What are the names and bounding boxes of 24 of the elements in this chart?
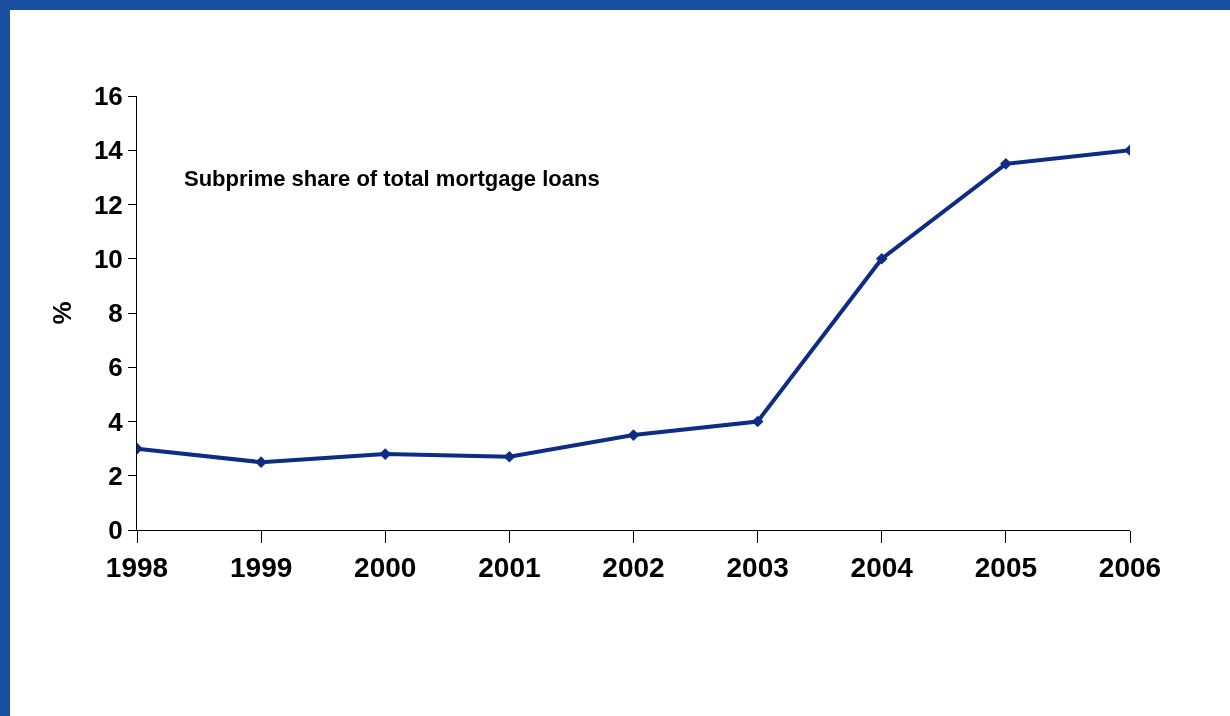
point [1000,157,1012,170]
point [255,456,267,469]
y-tick-label: 16 [93,81,123,112]
annotation: Subprime share of total mortgage loans [184,166,600,191]
x-tick-label: 2003 [726,551,789,583]
y-tick-label: 2 [108,460,123,491]
x-tick-label: 1999 [229,551,293,583]
y-tick-label: 4 [108,406,124,437]
y-tick-label: 8 [108,298,123,329]
y-tick-label: 12 [93,189,123,220]
x-tick-label: 2006 [1098,551,1162,583]
x-tick-label: 2000 [354,551,417,583]
y-tick-label: 0 [108,515,123,546]
y-axis-title: % [47,301,78,325]
point [627,429,640,441]
x-tick-label: 1998 [105,551,169,583]
y-tick-label: 6 [108,352,123,383]
x-tick-label: 2005 [974,551,1038,583]
point [875,252,888,265]
y-tick-label: 14 [93,135,124,166]
x-tick-label: 2001 [478,551,541,583]
x-tick-label: 2004 [850,551,914,583]
y-tick-label: 10 [93,243,123,274]
x-tick-label: 2002 [602,551,665,583]
